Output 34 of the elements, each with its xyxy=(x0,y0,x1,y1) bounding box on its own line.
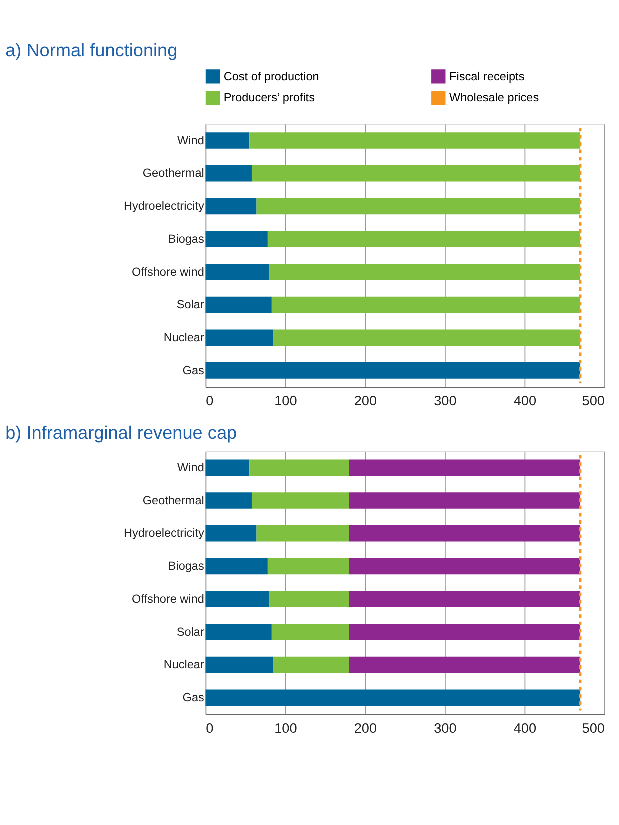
legend-label: Fiscal receipts xyxy=(450,70,525,84)
y-tick-label: Nuclear xyxy=(164,658,204,672)
y-tick-label: Hydroelectricity xyxy=(124,200,204,214)
y-tick-label: Biogas xyxy=(168,232,204,246)
chart-title: a) Normal functioning xyxy=(6,40,178,60)
y-tick-label: Solar xyxy=(176,626,204,639)
x-tick-label: 400 xyxy=(514,394,537,409)
x-tick-label: 200 xyxy=(354,720,378,736)
x-tick-label: 0 xyxy=(206,394,214,409)
y-tick-label: Biogas xyxy=(168,560,204,574)
y-tick-label: Offshore wind xyxy=(132,266,204,279)
x-tick-label: 300 xyxy=(434,720,458,736)
x-tick-label: 400 xyxy=(514,720,537,736)
y-tick-label: Geothermal xyxy=(142,494,204,508)
legend-label: Cost of production xyxy=(224,70,320,84)
legend-label: Producers’ profits xyxy=(224,92,316,105)
x-tick-label: 500 xyxy=(582,720,606,736)
x-tick-label: 500 xyxy=(582,394,606,409)
x-tick-label: 0 xyxy=(206,720,214,736)
legend-label: Wholesale prices xyxy=(450,92,540,105)
x-tick-label: 100 xyxy=(274,394,298,409)
y-tick-label: Gas xyxy=(182,364,204,378)
y-tick-label: Gas xyxy=(182,692,204,705)
x-tick-label: 300 xyxy=(434,394,458,409)
y-tick-label: Geothermal xyxy=(142,167,204,180)
y-tick-label: Solar xyxy=(176,298,204,312)
y-tick-label: Offshore wind xyxy=(132,592,204,606)
chart-title: b) Inframarginal revenue cap xyxy=(6,422,238,443)
y-tick-label: Hydroelectricity xyxy=(124,527,204,540)
y-tick-label: Nuclear xyxy=(164,331,204,344)
x-tick-label: 100 xyxy=(274,720,298,736)
y-tick-label: Wind xyxy=(178,462,204,475)
x-tick-label: 200 xyxy=(354,394,378,409)
y-tick-label: Wind xyxy=(178,134,204,148)
